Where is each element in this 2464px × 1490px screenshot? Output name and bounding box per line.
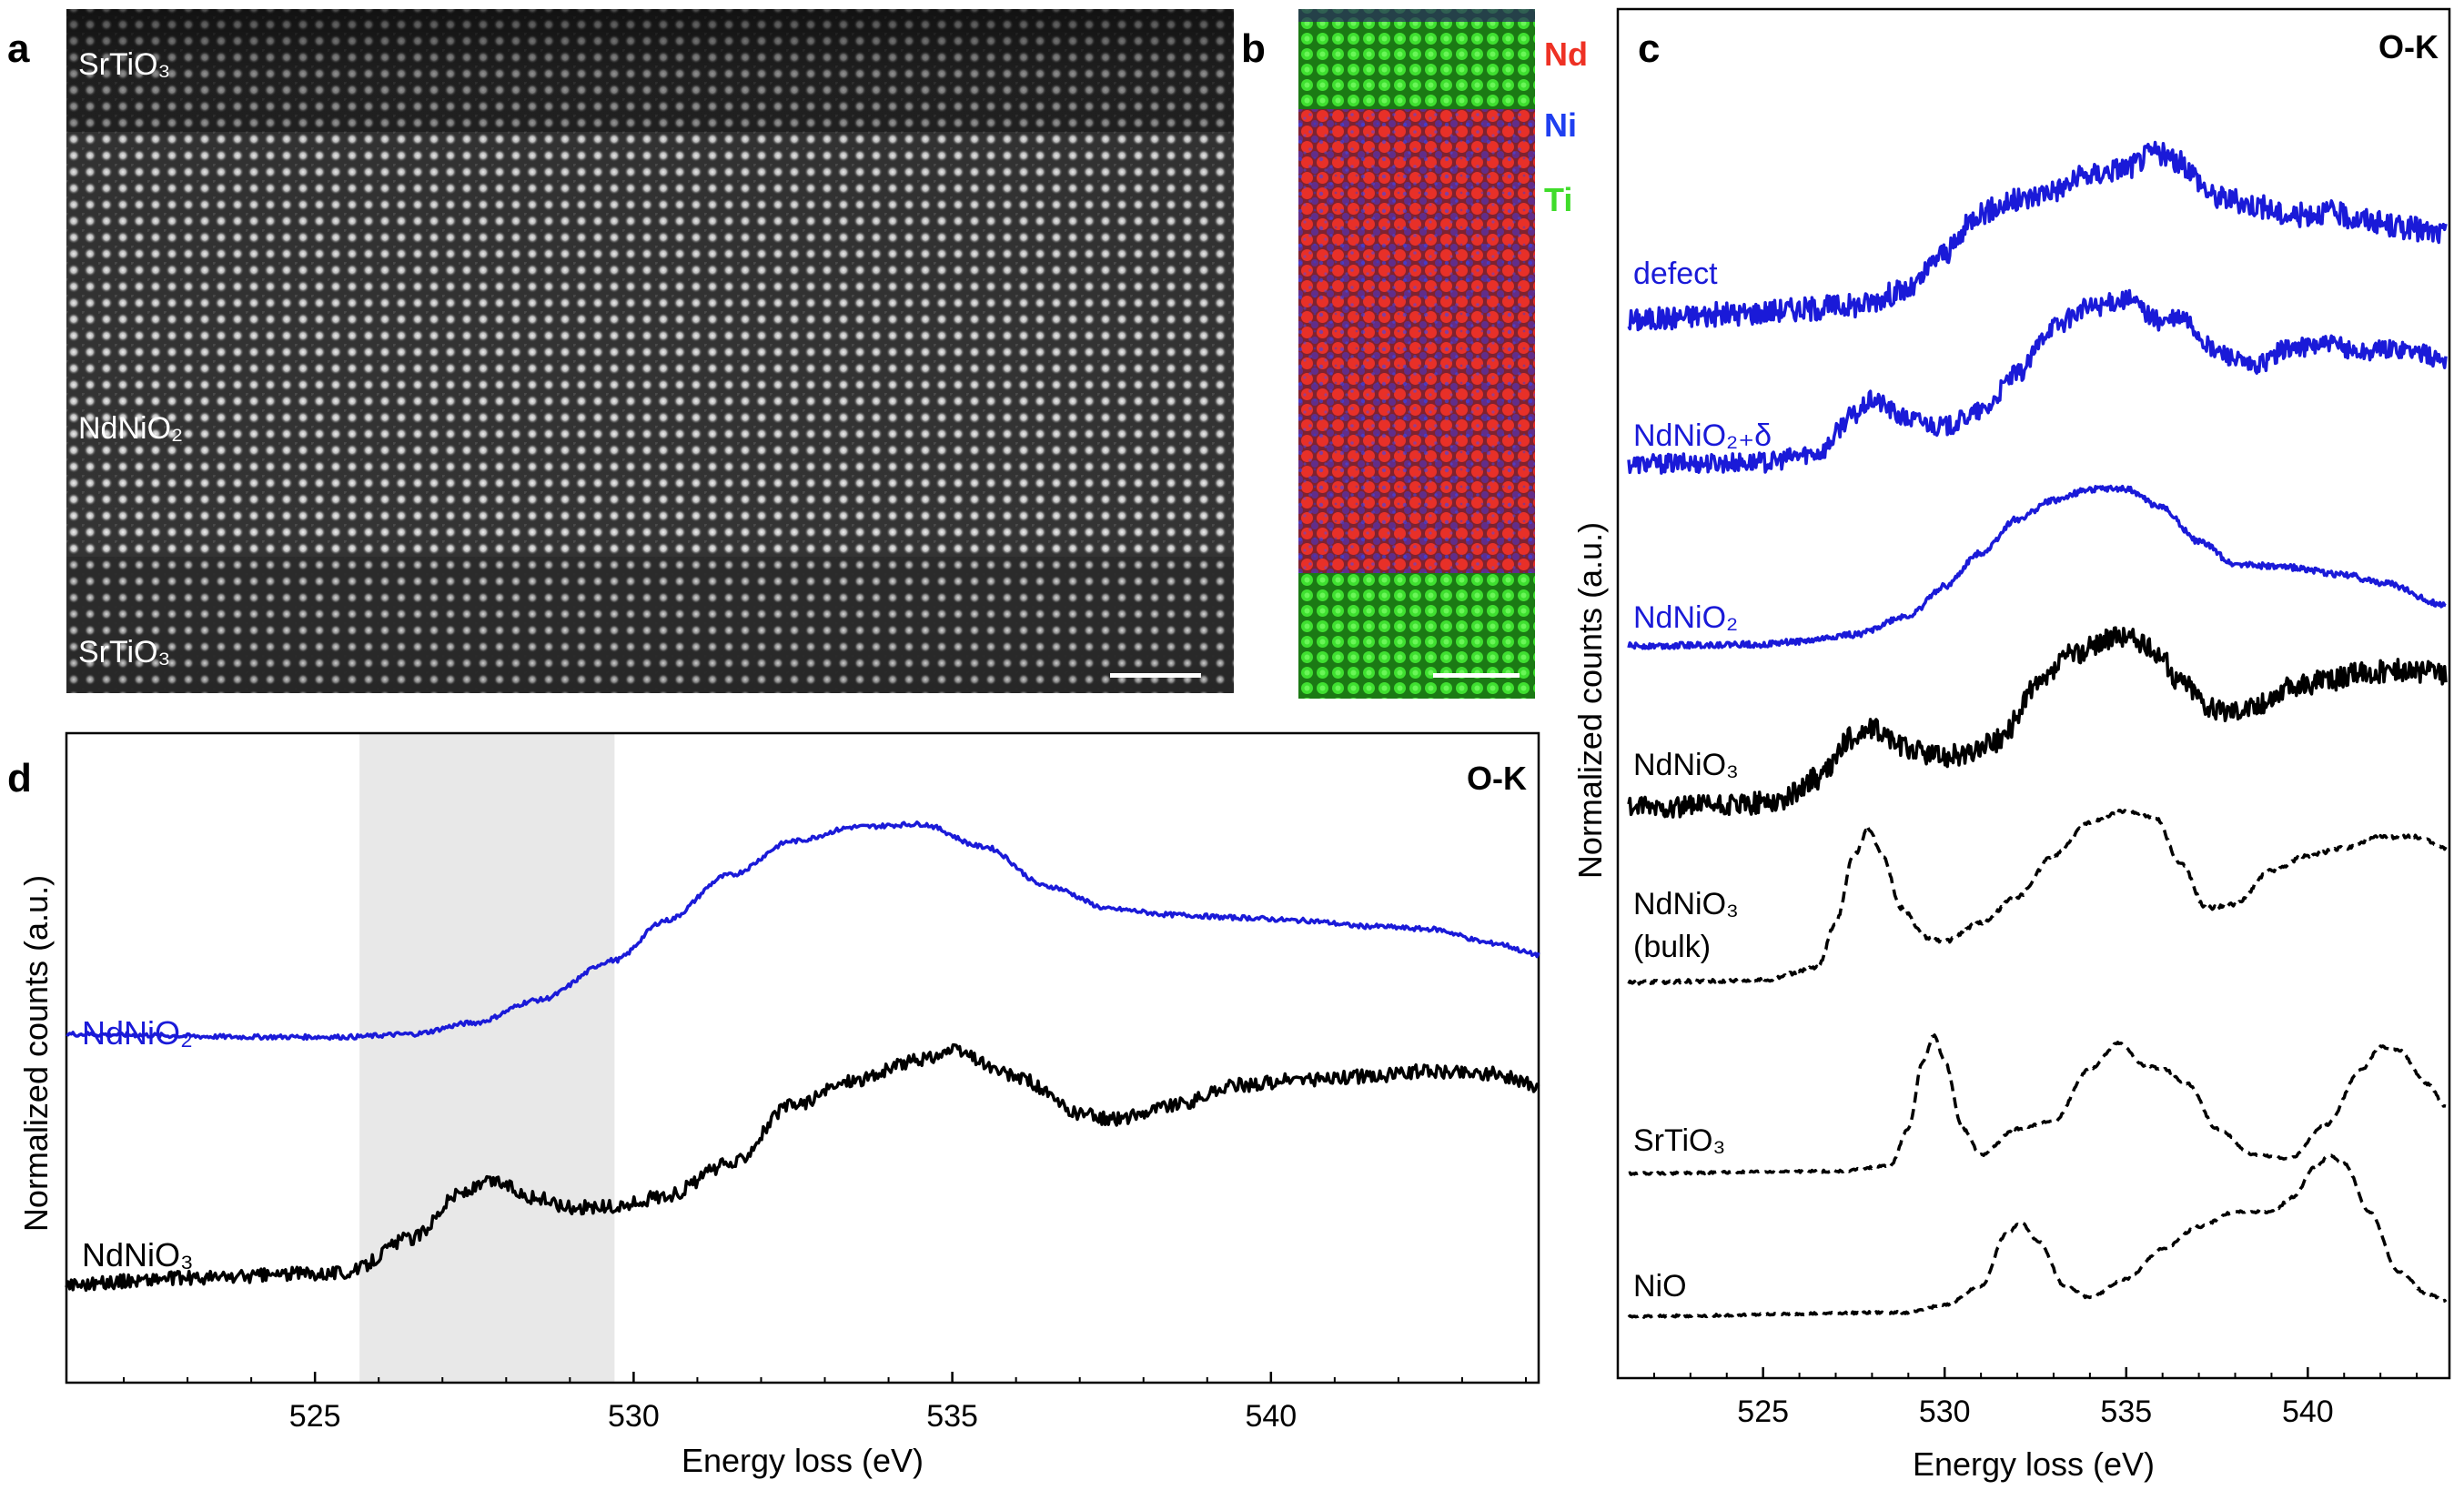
map-top-edge [1298,9,1535,22]
legend-nd: Nd [1544,35,1588,73]
panel-c-letter: c [1638,26,1660,71]
c-series-line-3 [1627,626,2448,819]
c-series-label-3: NdNiO₃ [1633,748,1739,782]
d-xtick-label-535: 535 [926,1399,978,1434]
panel-b: b Nd Ni Ti [1241,9,1588,699]
c-ylabel: Normalized counts (a.u.) [1571,522,1609,879]
label-srtio3-top: SrTiO₃ [78,47,170,82]
c-series-label-0: defect [1633,257,1718,291]
d-xtick-label-530: 530 [608,1399,660,1434]
c-series-label-4: NdNiO₃ [1633,887,1739,921]
c-xtick-label-530: 530 [1919,1394,1971,1429]
c-series-line-0 [1627,140,2448,332]
c-series-line-2 [1627,484,2447,650]
chart-c: 525 530 535 540 Energy loss (eV) Normalized c… [1571,7,2451,1483]
d-ylabel: Normalized counts (a.u.) [17,875,55,1232]
d-highlight-band [359,733,615,1383]
c-series-label-6: NiO [1633,1269,1687,1304]
d-xlabel: Energy loss (eV) [682,1442,924,1479]
c-xtick-label-535: 535 [2100,1394,2152,1429]
label-ndnio2-layer: NdNiO₂ [78,411,183,446]
panel-c: c O-K 525 530 535 540 Energy loss (eV) Normal… [1571,7,2451,1483]
panel-d: d O-K 525 530 535 540 Energy loss (eV) Normal… [7,731,1540,1479]
c-xlabel: Energy loss (eV) [1913,1445,2155,1483]
ti-map-bottom [1298,573,1535,699]
c-series-line-1 [1627,288,2448,475]
panel-d-letter: d [7,756,32,800]
c-series-line-5 [1628,1033,2447,1176]
d-xtick-label-540: 540 [1245,1399,1297,1434]
ni-map [1298,109,1535,573]
d-series-line-1 [65,1042,1540,1293]
panel-d-edge-label: O-K [1467,760,1527,797]
d-series-label-1: NdNiO₃ [82,1236,194,1274]
panel-a: a SrTiO₃ NdNiO₂ SrTiO₃ [7,9,1234,693]
panel-a-letter: a [7,26,30,71]
scale-bar-a [1110,673,1201,678]
chart-d: 525 530 535 540 Energy loss (eV) Normalized c… [17,731,1540,1479]
label-srtio3-bottom: SrTiO₃ [78,635,170,669]
panel-b-letter: b [1241,26,1266,71]
c-series-label-1: NdNiO₂₊δ [1633,418,1772,453]
stem-vignette [66,9,1234,693]
c-series-label-4-line2: (bulk) [1633,930,1711,964]
d-series-label-0: NdNiO₂ [82,1014,193,1052]
scale-bar-b [1433,673,1520,678]
ti-map-top [1298,9,1535,109]
axes-frame-c [1616,7,2451,1380]
element-legend: Nd Ni Ti [1544,35,1588,218]
c-series-line-6 [1627,1153,2448,1319]
panel-c-edge-label: O-K [2378,28,2439,65]
d-series-line-0 [66,820,1540,1042]
legend-ti: Ti [1544,181,1572,218]
c-series-line-4 [1627,809,2448,986]
legend-ni: Ni [1544,106,1577,144]
d-xtick-label-525: 525 [289,1399,341,1434]
axes-frame-d [65,731,1540,1384]
c-xtick-label-540: 540 [2282,1394,2334,1429]
c-series-label-2: NdNiO₂ [1633,600,1738,635]
c-series-label-5: SrTiO₃ [1633,1123,1725,1158]
c-xtick-label-525: 525 [1737,1394,1789,1429]
